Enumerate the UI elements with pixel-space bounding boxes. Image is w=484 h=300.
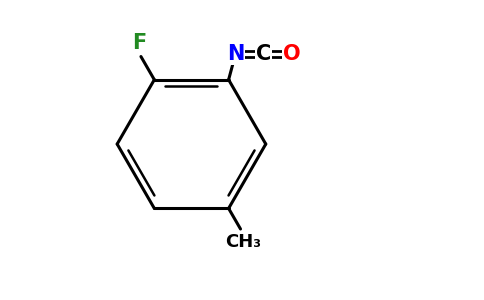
Text: F: F <box>132 33 147 53</box>
Text: C: C <box>256 44 272 64</box>
Text: O: O <box>283 44 301 64</box>
Text: CH₃: CH₃ <box>226 232 261 250</box>
Text: N: N <box>227 44 244 64</box>
